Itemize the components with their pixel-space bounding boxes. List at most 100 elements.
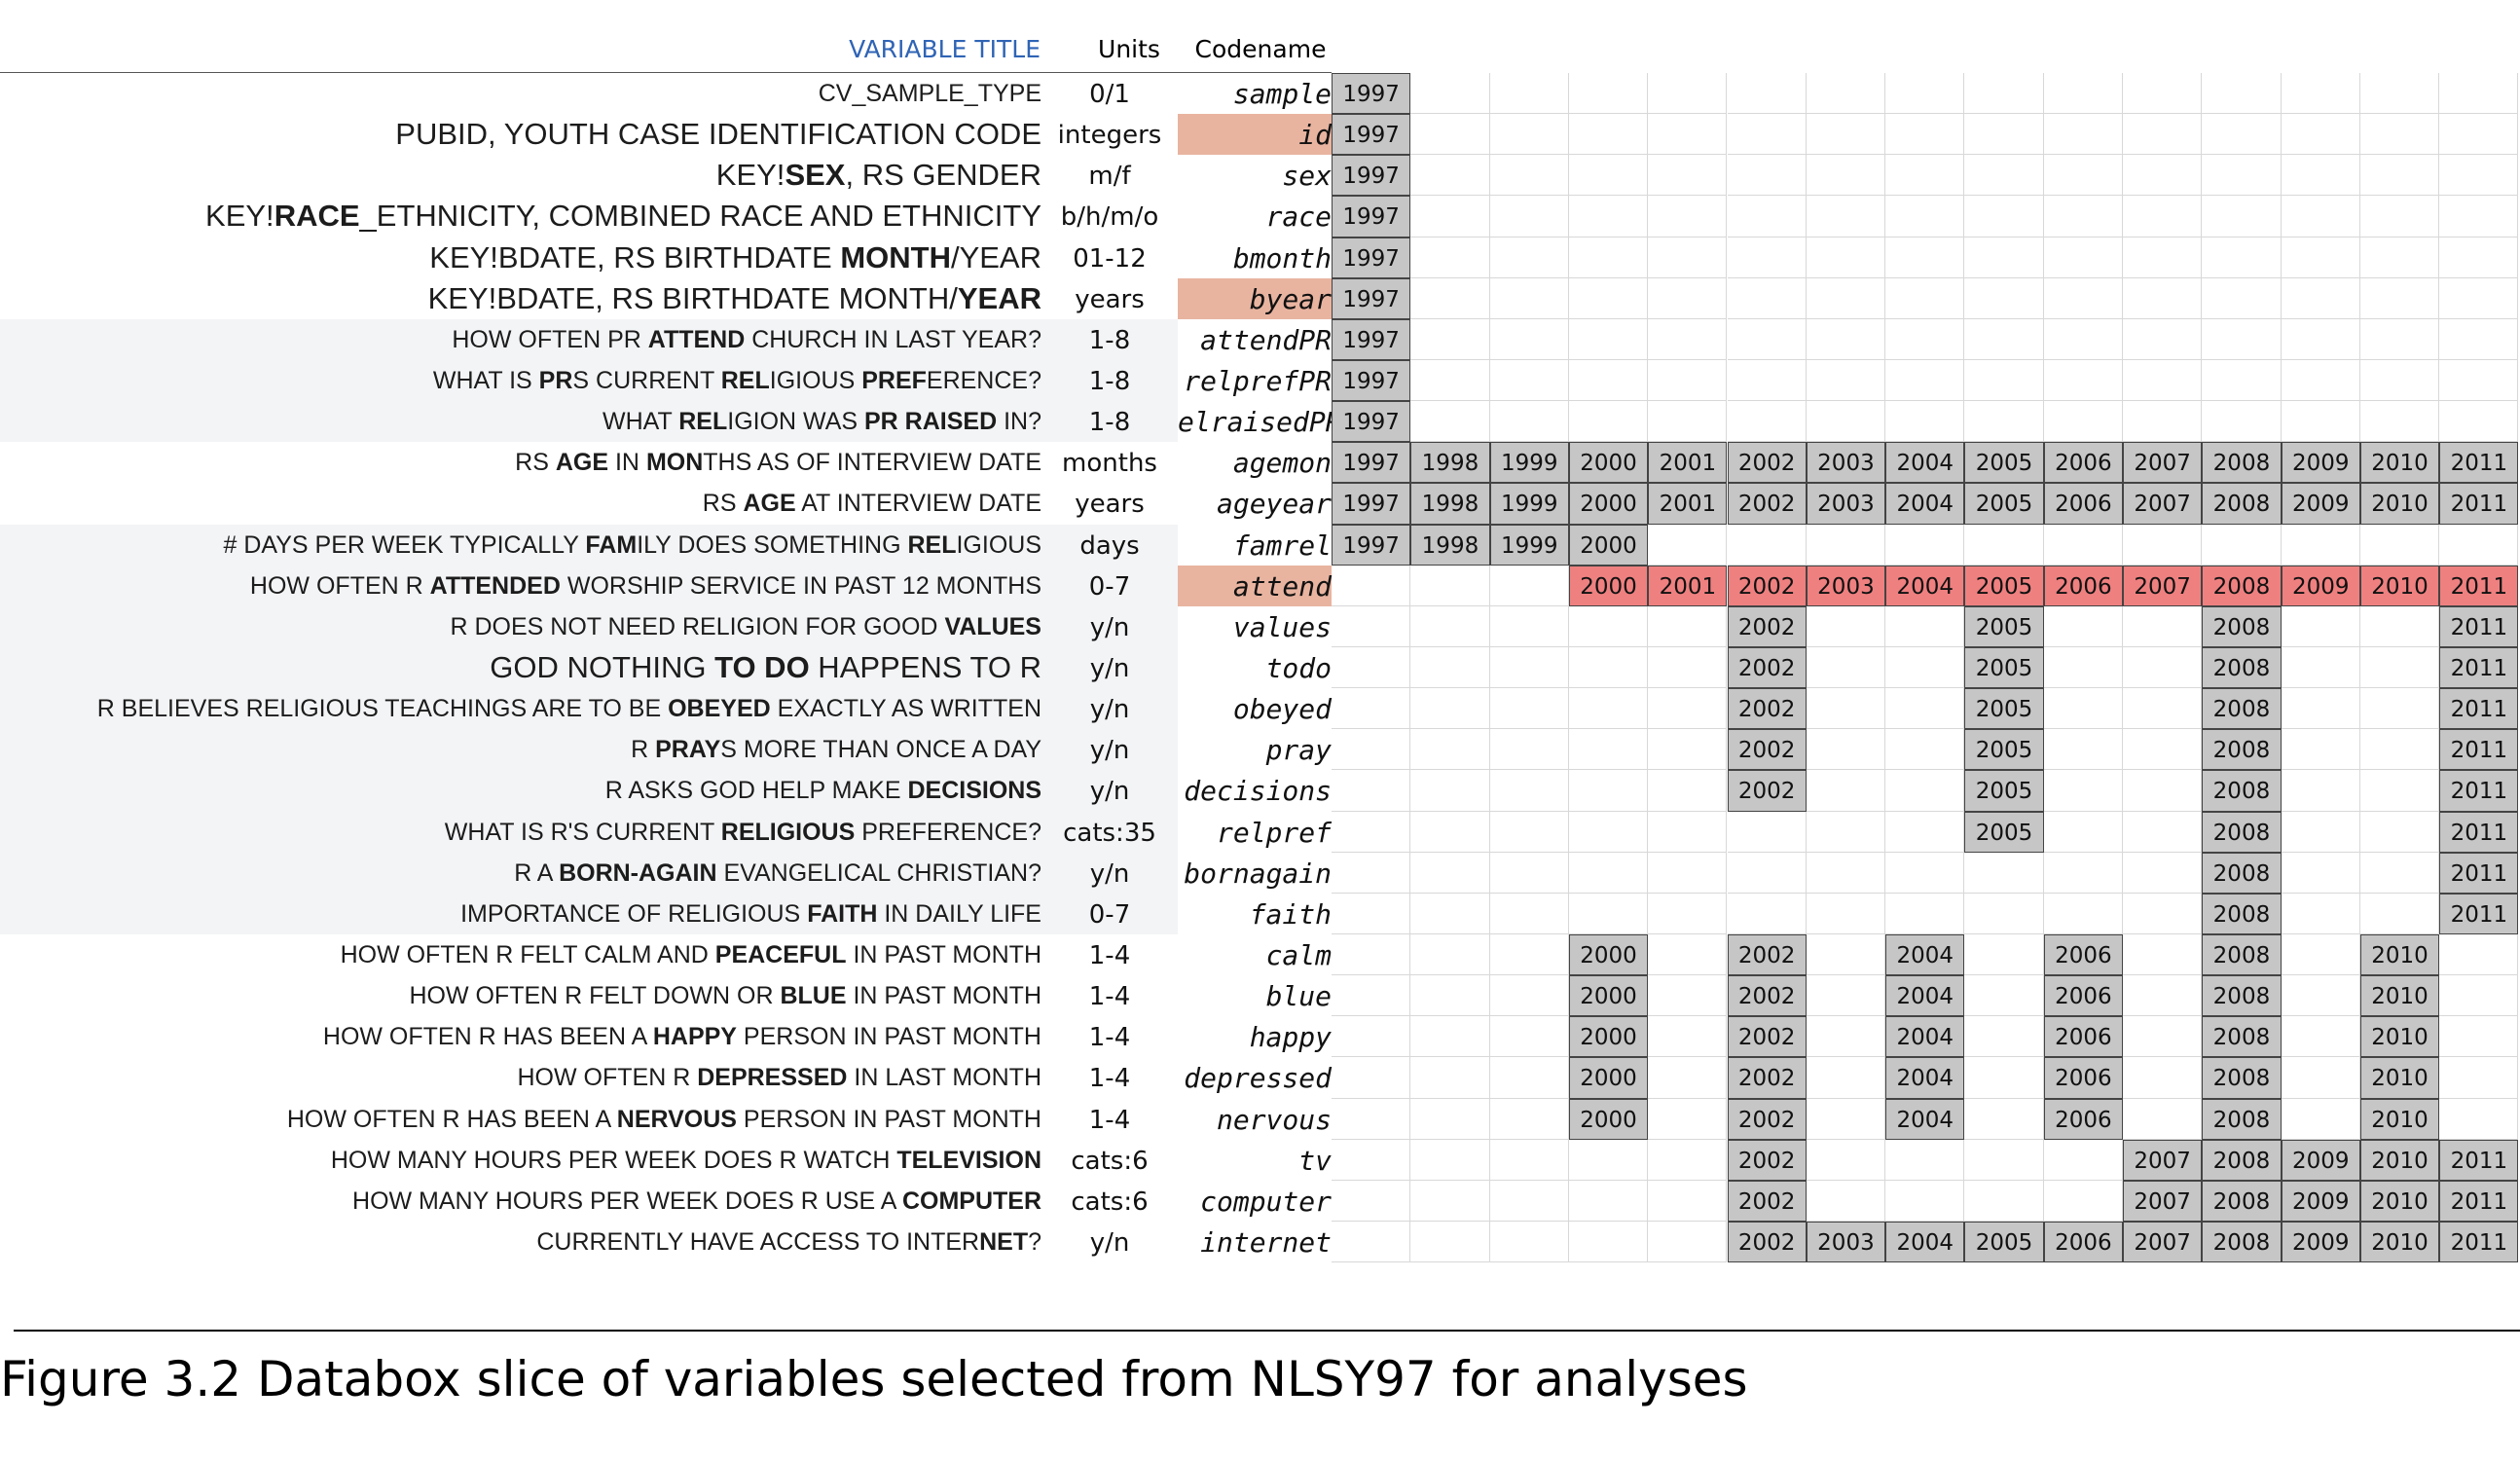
year-cell-empty: [1964, 318, 2044, 360]
year-cell-empty: [1332, 811, 1411, 853]
year-cell-available: 2005: [1964, 811, 2044, 853]
year-cell-empty: [1806, 524, 1886, 566]
year-cell-empty: [1332, 770, 1411, 812]
year-cell-empty: [1806, 1016, 1886, 1058]
year-cell-available: 2005: [1964, 646, 2044, 689]
year-cell-empty: [2123, 359, 2203, 402]
variable-units: 1-8: [1088, 325, 1131, 355]
year-cell-empty: [1964, 359, 2044, 402]
year-cell-empty: [1332, 688, 1411, 730]
year-cell-available: 1997: [1332, 401, 1411, 443]
year-cell-available: 2011: [2439, 1180, 2519, 1222]
table-header: VARIABLE TITLE Units Codename: [0, 29, 2520, 72]
year-cell-available: 2002: [1727, 933, 1807, 976]
variable-units: days: [1079, 530, 1140, 561]
year-cell-empty: [1410, 1221, 1490, 1263]
year-cell-available: 1997: [1332, 359, 1411, 402]
year-cell-empty: [1410, 1057, 1490, 1099]
year-cell-empty: [1410, 770, 1490, 812]
year-cell-empty: [2439, 524, 2519, 566]
year-grid: 1997: [1332, 277, 2519, 319]
year-cell-available: 2008: [2202, 1139, 2282, 1181]
year-grid: 2002 2005 2008 2011: [1332, 688, 2519, 730]
year-cell-empty: [1410, 277, 1490, 319]
year-cell-empty: [1806, 893, 1886, 934]
table-row: WHAT IS PRS CURRENT RELIGIOUS PREFERENCE…: [0, 359, 2520, 402]
year-cell-available: 2002: [1727, 1057, 1807, 1099]
year-cell-empty: [2359, 729, 2440, 771]
year-cell-empty: [2202, 524, 2282, 566]
variable-codename: elraisedPR: [1178, 406, 1342, 439]
year-cell-empty: [2281, 359, 2360, 402]
year-cell-empty: [1964, 155, 2044, 197]
variable-title: HOW OFTEN R DEPRESSED IN LAST MONTH: [517, 1064, 1042, 1092]
year-cell-available: 2002: [1727, 975, 1807, 1017]
year-cell-empty: [1806, 401, 1886, 443]
year-cell-empty: [1727, 852, 1807, 894]
caption-rule: [14, 1330, 2520, 1332]
year-cell-available: 2008: [2202, 975, 2282, 1017]
year-cell-empty: [2043, 359, 2123, 402]
variable-units: cats:6: [1071, 1187, 1149, 1217]
year-cell-empty: [1332, 852, 1411, 894]
year-cell-empty: [2281, 852, 2360, 894]
variable-units: years: [1075, 490, 1145, 520]
year-cell-available: 2000: [1568, 975, 1649, 1017]
year-cell-empty: [2359, 359, 2440, 402]
year-cell-empty: [2123, 605, 2203, 647]
variable-title: WHAT IS PRS CURRENT RELIGIOUS PREFERENCE…: [0, 359, 1041, 402]
year-cell-empty: [2359, 237, 2440, 278]
year-cell-empty: [2043, 237, 2123, 278]
table-row: RS AGE AT INTERVIEW DATE years ageyear 1997…: [0, 483, 2520, 525]
year-cell-available: 2007: [2123, 565, 2203, 606]
year-cell-available: 1997: [1332, 277, 1411, 319]
year-cell-empty: [1727, 401, 1807, 443]
year-cell-empty: [2043, 893, 2123, 934]
year-cell-empty: [2439, 73, 2519, 115]
year-cell-available: 1998: [1410, 483, 1490, 525]
variable-title: HOW OFTEN R FELT DOWN OR BLUE IN PAST MO…: [409, 982, 1041, 1010]
year-cell-available: 2008: [2202, 646, 2282, 689]
year-cell-empty: [2439, 277, 2519, 319]
year-cell-available: 2005: [1964, 605, 2044, 647]
year-cell-empty: [1489, 1098, 1569, 1140]
year-cell-available: 2007: [2123, 1221, 2203, 1263]
year-cell-empty: [2123, 524, 2203, 566]
variable-title: HOW OFTEN R HAS BEEN A NERVOUS PERSON IN…: [286, 1105, 1041, 1133]
year-cell-empty: [1648, 688, 1728, 730]
year-cell-empty: [1885, 318, 1965, 360]
year-cell-empty: [2359, 646, 2440, 689]
year-cell-empty: [2359, 893, 2440, 934]
year-cell-available: 1997: [1332, 483, 1411, 525]
variable-codename: depressed: [1184, 1062, 1332, 1095]
year-cell-available: 2008: [2202, 1180, 2282, 1222]
table-row: RS AGE IN MONTHS AS OF INTERVIEW DATE mon…: [0, 442, 2520, 484]
year-cell-empty: [2123, 401, 2203, 443]
variable-codename: blue: [1265, 980, 1332, 1013]
year-cell-empty: [1885, 401, 1965, 443]
year-cell-available: 1997: [1332, 155, 1411, 197]
header-divider: [0, 72, 1332, 73]
year-cell-available: 2010: [2359, 483, 2440, 525]
year-cell-available: 2006: [2043, 1016, 2123, 1058]
year-cell-empty: [1885, 1139, 1965, 1181]
year-cell-empty: [1568, 1180, 1649, 1222]
year-cell-available: 2006: [2043, 933, 2123, 976]
year-cell-empty: [2359, 318, 2440, 360]
variable-units: cats:35: [1063, 818, 1156, 848]
year-cell-empty: [1885, 524, 1965, 566]
year-cell-available: 2011: [2439, 565, 2519, 606]
year-grid: 2000 2001 2002 2003 2004 2005 2006 2007 2008 2009…: [1332, 565, 2519, 606]
year-cell-available: 2011: [2439, 483, 2519, 525]
year-cell-empty: [2123, 1057, 2203, 1099]
year-cell-available: 2009: [2281, 442, 2360, 484]
variable-units: 1-8: [1088, 408, 1131, 438]
year-cell-available: 2003: [1806, 442, 1886, 484]
year-cell-empty: [1964, 1016, 2044, 1058]
year-cell-empty: [1727, 277, 1807, 319]
variable-units: y/n: [1089, 1227, 1130, 1258]
year-cell-available: 2002: [1727, 1098, 1807, 1140]
year-cell-available: 2000: [1568, 933, 1649, 976]
year-cell-empty: [2043, 811, 2123, 853]
variable-units: 1-8: [1088, 366, 1131, 396]
